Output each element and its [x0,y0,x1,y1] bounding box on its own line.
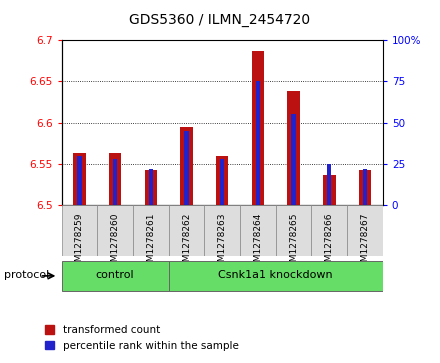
Bar [323,175,336,205]
Text: GSM1278263: GSM1278263 [218,213,227,273]
Bar [276,205,312,256]
Bar [169,205,204,256]
Bar [113,159,117,205]
Bar [312,205,347,256]
Bar [252,52,264,205]
Bar [62,261,169,290]
Bar [184,131,189,205]
Text: GSM1278266: GSM1278266 [325,213,334,273]
Bar [287,91,300,205]
Text: control: control [96,270,135,280]
Bar [180,127,193,205]
Text: GSM1278260: GSM1278260 [110,213,120,273]
Bar [216,156,228,205]
Bar [359,170,371,205]
Bar [133,205,169,256]
Text: GSM1278261: GSM1278261 [147,213,155,273]
Bar [291,114,296,205]
Bar [109,153,121,205]
Bar [327,164,331,205]
Bar [347,205,383,256]
Legend: transformed count, percentile rank within the sample: transformed count, percentile rank withi… [45,325,238,351]
Bar [169,261,383,290]
Bar [363,169,367,205]
Text: GSM1278267: GSM1278267 [360,213,370,273]
Bar [73,153,86,205]
Text: GSM1278265: GSM1278265 [289,213,298,273]
Text: GSM1278262: GSM1278262 [182,213,191,273]
Bar [149,169,153,205]
Text: GDS5360 / ILMN_2454720: GDS5360 / ILMN_2454720 [129,13,311,27]
Text: protocol: protocol [4,270,50,280]
Bar [204,205,240,256]
Text: Csnk1a1 knockdown: Csnk1a1 knockdown [218,270,333,280]
Bar [62,205,97,256]
Bar [220,159,224,205]
Text: GSM1278264: GSM1278264 [253,213,262,273]
Bar [256,81,260,205]
Bar [77,155,81,205]
Text: GSM1278259: GSM1278259 [75,213,84,273]
Bar [145,170,157,205]
Bar [97,205,133,256]
Bar [240,205,276,256]
